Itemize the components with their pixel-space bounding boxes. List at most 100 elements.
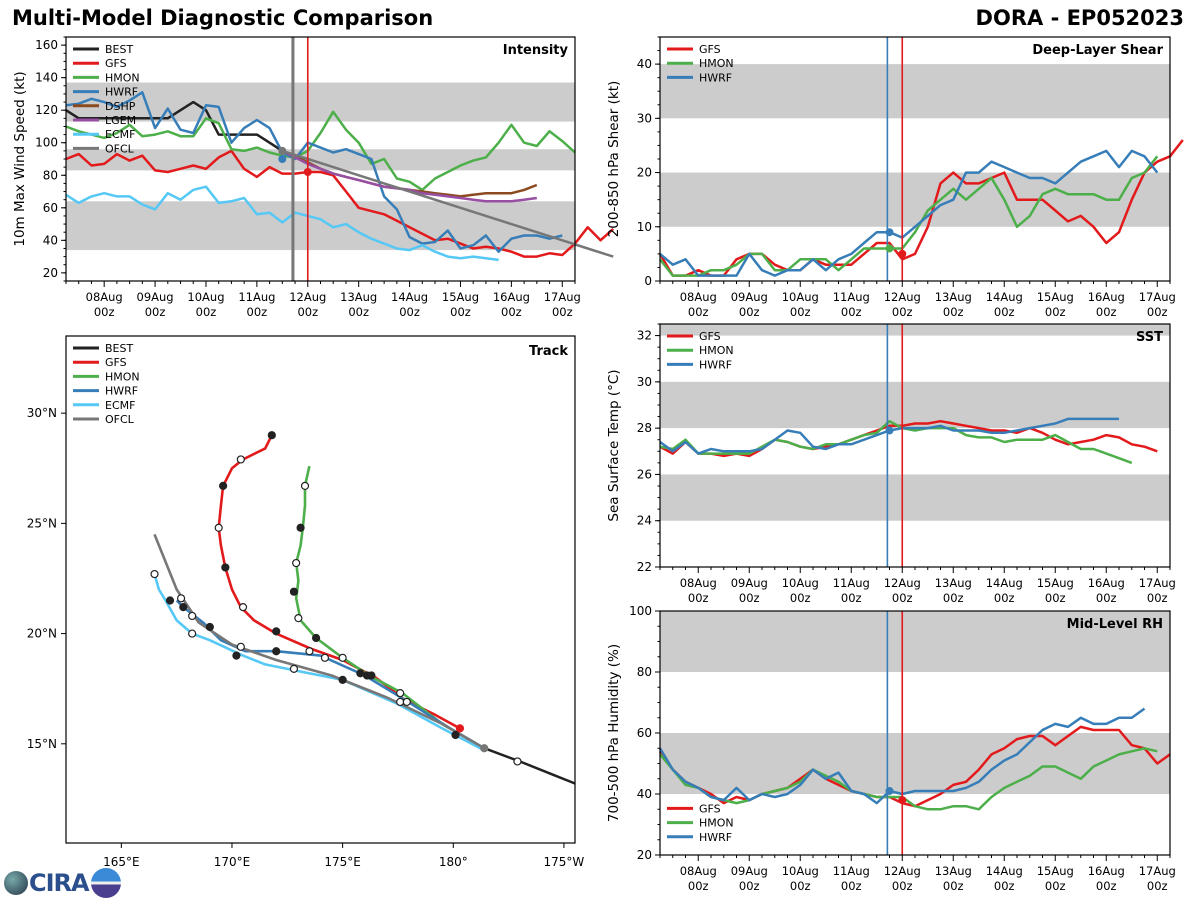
ramm-seal-icon [90, 868, 121, 898]
y-tick-label: 24 [637, 514, 652, 528]
series-line-hmon [659, 747, 1158, 811]
legend-label: HMON [105, 370, 140, 383]
x-tick-label: 08Aug [680, 864, 717, 878]
x-tick-label: 10Aug [782, 576, 819, 590]
x-tick-label: 00z [247, 305, 268, 319]
shaded-band [660, 733, 1170, 794]
y-tick-label: 20 [637, 848, 652, 862]
x-tick-label: 165°E [103, 855, 140, 869]
track-point-marker [292, 558, 301, 568]
y-axis-label: Sea Surface Temp (°C) [606, 369, 622, 521]
y-tick-label: 20 [637, 166, 652, 180]
chart-intensity: 08Aug00z09Aug00z10Aug00z11Aug00z12Aug00z… [12, 36, 615, 319]
series-line-hmon [659, 419, 1133, 465]
y-tick-label: 40 [637, 57, 652, 71]
track-point-marker [289, 664, 299, 673]
x-tick-label: 11Aug [238, 290, 275, 304]
x-tick-label: 00z [790, 305, 811, 319]
x-tick-label: 13Aug [935, 290, 972, 304]
x-tick-label: 15Aug [1037, 864, 1074, 878]
x-tick-label: 00z [1096, 591, 1117, 605]
x-tick-label: 08Aug [86, 290, 123, 304]
x-tick-label: 00z [1045, 591, 1066, 605]
track-point-marker [396, 689, 405, 698]
x-tick-label: 11Aug [833, 864, 870, 878]
track-point-marker [451, 730, 460, 740]
track-point-marker [176, 594, 186, 603]
track-point-marker [513, 757, 522, 766]
track-point-marker [455, 724, 465, 733]
chart-title: Track [529, 344, 568, 359]
track-point-marker [356, 669, 365, 678]
x-tick-label: 00z [1096, 305, 1117, 319]
legend-label: HMON [105, 71, 140, 84]
shaded-band [66, 82, 575, 122]
shaded-band [66, 201, 575, 251]
track-point-marker [362, 671, 372, 680]
y-tick-label: 40 [637, 787, 652, 801]
cira-logo: CIRA [4, 866, 121, 900]
series-line-ecmf [65, 185, 499, 262]
y-tick-label: 140 [35, 71, 58, 85]
x-tick-label: 14Aug [986, 576, 1023, 590]
chart-title: Intensity [503, 43, 569, 58]
track-point-marker [221, 563, 230, 572]
y-tick-label: 15°N [27, 737, 57, 751]
y-tick-label: 30 [637, 375, 652, 389]
x-tick-label: 00z [943, 591, 964, 605]
series-line-best [65, 100, 283, 152]
chart-title: Deep-Layer Shear [1032, 43, 1163, 58]
x-tick-label: 00z [688, 305, 709, 319]
track-point-marker [311, 633, 321, 643]
legend-label: GFS [105, 356, 127, 369]
series-line-hwrf [65, 91, 563, 253]
x-tick-label: 10Aug [782, 290, 819, 304]
y-axis-label: 700-500 hPa Humidity (%) [606, 644, 622, 822]
x-tick-label: 00z [552, 305, 573, 319]
init-marker [278, 155, 287, 163]
y-tick-label: 32 [637, 329, 652, 343]
track-point-marker [219, 481, 228, 490]
init-marker [898, 796, 907, 805]
x-tick-label: 00z [790, 879, 811, 893]
x-tick-label: 00z [841, 305, 862, 319]
x-tick-label: 00z [1147, 591, 1168, 605]
x-tick-label: 00z [145, 305, 166, 319]
x-tick-label: 14Aug [986, 290, 1023, 304]
x-tick-label: 00z [892, 305, 913, 319]
track-point-marker [338, 675, 347, 684]
x-tick-label: 00z [739, 591, 760, 605]
y-tick-label: 100 [35, 136, 58, 150]
legend-label: ECMF [105, 128, 135, 141]
y-tick-label: 30 [637, 111, 652, 125]
legend-label: DSHP [105, 100, 136, 113]
legend-label: HWRF [699, 358, 732, 371]
legend-label: GFS [699, 330, 721, 343]
x-tick-label: 12Aug [884, 864, 921, 878]
x-tick-label: 12Aug [289, 290, 326, 304]
init-marker [885, 244, 894, 253]
x-tick-label: 00z [841, 879, 862, 893]
x-tick-label: 170°E [214, 855, 251, 869]
chart-track: 165°E 170°E 175°E 180° 175°W 15°N 20°N 25°N 30°N… [27, 335, 584, 869]
track-point-marker [320, 653, 330, 662]
x-tick-label: 10Aug [782, 864, 819, 878]
legend-label: HMON [699, 817, 734, 830]
storm-id: DORA - EP052023 [975, 6, 1184, 30]
y-tick-label: 22 [637, 560, 652, 574]
cira-logo-text: CIRA [29, 869, 90, 897]
x-tick-label: 14Aug [986, 864, 1023, 878]
chart-sst: 08Aug00z09Aug00z10Aug00z11Aug00z12Aug00z… [606, 323, 1176, 605]
x-tick-label: 09Aug [731, 290, 768, 304]
track-point-marker [267, 431, 276, 440]
legend-label: HMON [699, 57, 734, 70]
plot-frame [659, 323, 1171, 568]
shaded-band [66, 149, 575, 171]
x-tick-label: 09Aug [731, 864, 768, 878]
y-tick-label: 20°N [27, 627, 57, 641]
x-tick-label: 00z [994, 591, 1015, 605]
x-tick-label: 17Aug [1139, 864, 1176, 878]
